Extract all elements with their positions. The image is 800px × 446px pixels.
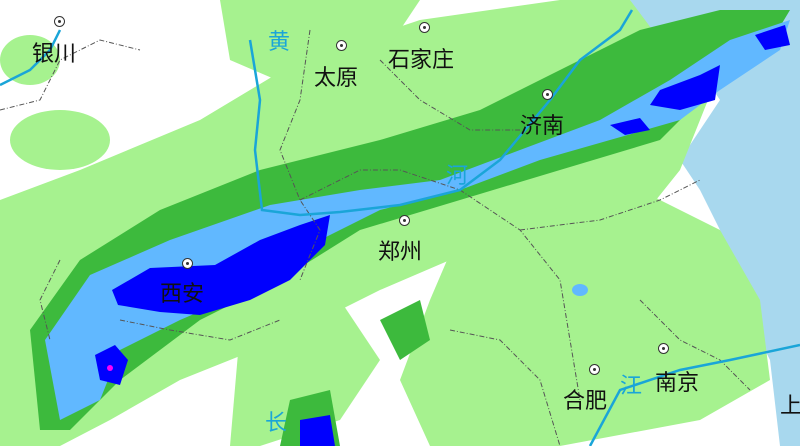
city-marker-jinan bbox=[542, 89, 553, 100]
river-label-jiang: 江 bbox=[620, 374, 643, 399]
city-label-hefei: 合肥 bbox=[563, 389, 608, 414]
city-label-taiyuan: 太原 bbox=[314, 66, 359, 91]
city-label-shanghai-partial: 上 bbox=[780, 394, 800, 419]
city-label-yinchuan: 银川 bbox=[32, 42, 77, 67]
river-label-he: 河 bbox=[446, 164, 469, 189]
city-marker-taiyuan bbox=[336, 40, 347, 51]
river-label-huang: 黄 bbox=[268, 30, 291, 55]
city-label-shijiazhuang: 石家庄 bbox=[388, 48, 455, 73]
city-marker-xian bbox=[182, 258, 193, 269]
city-marker-nanjing bbox=[658, 343, 669, 354]
extreme-rain-spot bbox=[107, 365, 113, 371]
river-label-chang: 长 bbox=[265, 411, 288, 436]
rivers bbox=[0, 9, 800, 446]
storm-rain-areas bbox=[95, 25, 790, 446]
city-label-nanjing: 南京 bbox=[655, 371, 700, 396]
province-boundaries bbox=[0, 29, 751, 446]
city-label-jinan: 济南 bbox=[520, 114, 565, 139]
city-label-xian: 西安 bbox=[160, 282, 205, 307]
city-marker-zhengzhou bbox=[399, 215, 410, 226]
city-marker-hefei bbox=[589, 364, 600, 375]
city-marker-yinchuan bbox=[54, 16, 65, 27]
city-label-zhengzhou: 郑州 bbox=[378, 240, 423, 265]
city-marker-shijiazhuang bbox=[419, 22, 430, 33]
heavy-rain-areas bbox=[45, 20, 790, 420]
